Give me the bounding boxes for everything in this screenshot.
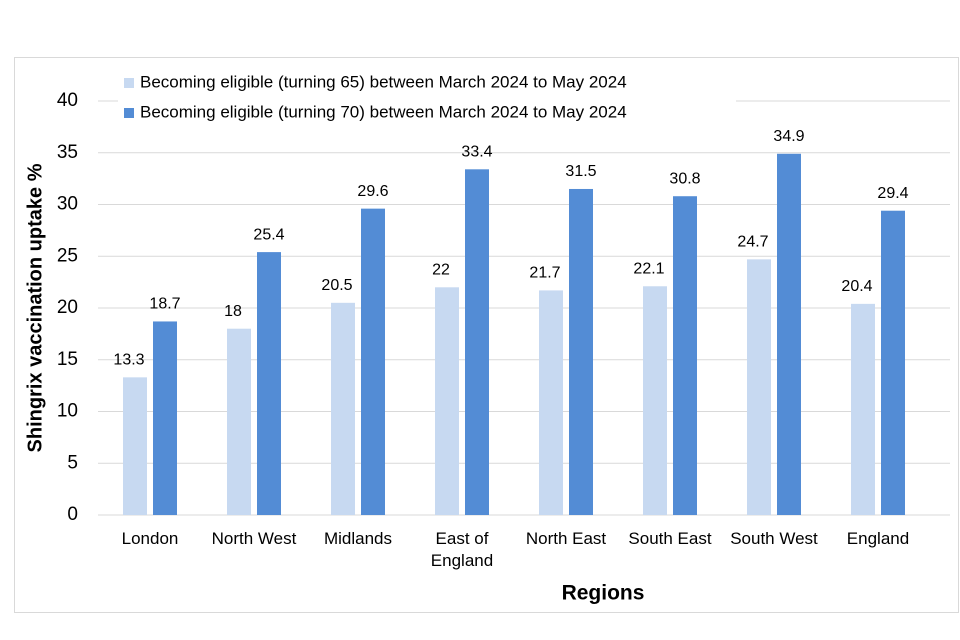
x-tick-label: South West: [730, 529, 818, 548]
value-label: 31.5: [565, 163, 596, 180]
legend-label: Becoming eligible (turning 70) between M…: [140, 102, 627, 121]
value-label: 30.8: [669, 170, 700, 187]
x-tick-label: North East: [525, 529, 607, 548]
value-label: 29.4: [877, 185, 908, 202]
bar: [569, 188, 593, 515]
x-axis-title: Regions: [562, 582, 645, 605]
value-label: 34.9: [773, 128, 804, 145]
legend-label: Becoming eligible (turning 65) between M…: [140, 72, 627, 91]
legend-background: [118, 70, 736, 128]
bar: [643, 286, 667, 515]
value-label: 13.3: [113, 352, 144, 369]
y-tick-label: 35: [57, 142, 78, 163]
bar: [257, 252, 281, 516]
bar: [851, 303, 875, 515]
value-label: 21.7: [529, 265, 560, 282]
value-label: 24.7: [737, 234, 768, 251]
legend-swatch: [124, 108, 134, 118]
bar: [747, 259, 771, 515]
bar: [673, 196, 697, 515]
value-label: 25.4: [253, 226, 284, 243]
bar: [331, 302, 355, 515]
y-tick-label: 25: [57, 245, 78, 266]
y-tick-label: 40: [57, 90, 78, 111]
x-tick-label: England: [846, 529, 910, 548]
y-tick-label: 20: [57, 297, 78, 318]
x-tick-label: North West: [211, 529, 297, 548]
value-label: 18: [224, 303, 242, 320]
y-tick-label: 10: [57, 401, 78, 422]
y-tick-label: 0: [67, 504, 78, 525]
bar: [539, 290, 563, 515]
y-tick-label: 5: [67, 452, 78, 473]
legend-swatch: [124, 78, 134, 88]
bar: [465, 169, 489, 515]
bar: [153, 321, 177, 515]
bar: [123, 377, 147, 515]
y-tick-label: 30: [57, 194, 78, 215]
x-tick-label: East of England: [430, 529, 494, 570]
y-axis-title: Shingrix vaccination uptake %: [24, 163, 46, 452]
value-label: 20.5: [321, 277, 352, 294]
x-tick-label: London: [121, 529, 179, 548]
bar: [227, 328, 251, 515]
x-tick-label: Midlands: [323, 529, 393, 548]
value-label: 33.4: [461, 144, 492, 161]
bar: [435, 287, 459, 515]
value-label: 18.7: [149, 296, 180, 313]
bar: [361, 208, 385, 515]
value-label: 29.6: [357, 183, 388, 200]
bar: [881, 210, 905, 515]
y-tick-label: 15: [57, 349, 78, 370]
value-label: 22.1: [633, 260, 664, 277]
value-label: 20.4: [841, 278, 872, 295]
bar: [777, 153, 801, 515]
x-tick-label: South East: [628, 529, 712, 548]
value-label: 22: [432, 262, 450, 279]
